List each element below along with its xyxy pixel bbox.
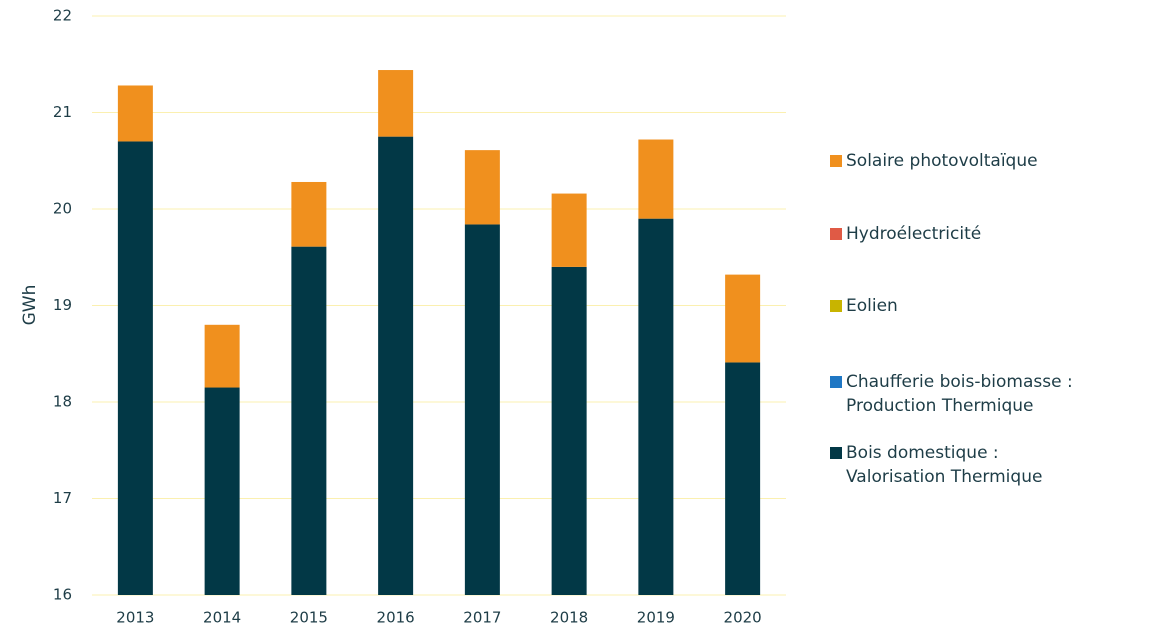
bar-segment — [378, 70, 414, 137]
legend-swatch — [830, 376, 842, 388]
legend-label: Bois domestique : Valorisation Thermique — [846, 443, 1043, 487]
bar-segment — [464, 224, 500, 595]
bar-segment — [204, 387, 240, 595]
legend-swatch — [830, 228, 842, 240]
bar-segment — [117, 141, 153, 595]
bar-segment — [551, 193, 587, 267]
legend-item: Solaire photovoltaïque — [830, 149, 1100, 173]
legend-swatch — [830, 447, 842, 459]
legend-label: Eolien — [846, 296, 898, 316]
legend-item: Eolien — [830, 294, 1100, 318]
legend-label: Hydroélectricité — [846, 224, 982, 244]
x-tick-label: 2013 — [116, 609, 154, 627]
legend-item: Chaufferie bois-biomasse : Production Th… — [830, 370, 1100, 418]
y-tick-label: 20 — [53, 200, 72, 218]
bar-segment — [464, 150, 500, 225]
y-tick-label: 22 — [53, 7, 72, 25]
legend-item: Hydroélectricité — [830, 222, 1100, 246]
x-tick-label: 2015 — [290, 609, 328, 627]
y-tick-label: 18 — [53, 393, 72, 411]
legend-swatch — [830, 300, 842, 312]
x-tick-label: 2017 — [463, 609, 501, 627]
bar-segment — [291, 181, 327, 247]
bar-segment — [204, 324, 240, 388]
bar-segment — [551, 266, 587, 595]
x-tick-label: 2020 — [724, 609, 762, 627]
legend-label: Solaire photovoltaïque — [846, 151, 1038, 171]
x-tick-label: 2019 — [637, 609, 675, 627]
x-tick-label: 2016 — [377, 609, 415, 627]
x-tick-label: 2018 — [550, 609, 588, 627]
legend-swatch — [830, 155, 842, 167]
bar-segment — [725, 362, 761, 595]
bar-segment — [117, 85, 153, 142]
y-tick-label: 16 — [53, 586, 72, 604]
y-axis-label: GWh — [20, 285, 40, 326]
y-tick-label: 19 — [53, 296, 72, 314]
bar-segment — [638, 139, 674, 219]
x-tick-label: 2014 — [203, 609, 241, 627]
legend-item: Bois domestique : Valorisation Thermique — [830, 441, 1100, 489]
bar-segment — [638, 218, 674, 595]
legend-label: Chaufferie bois-biomasse : Production Th… — [846, 372, 1073, 416]
bar-segment — [378, 136, 414, 595]
y-tick-label: 17 — [53, 489, 72, 507]
bar-segment — [725, 274, 761, 363]
y-tick-label: 21 — [53, 103, 72, 121]
bar-segment — [291, 246, 327, 595]
